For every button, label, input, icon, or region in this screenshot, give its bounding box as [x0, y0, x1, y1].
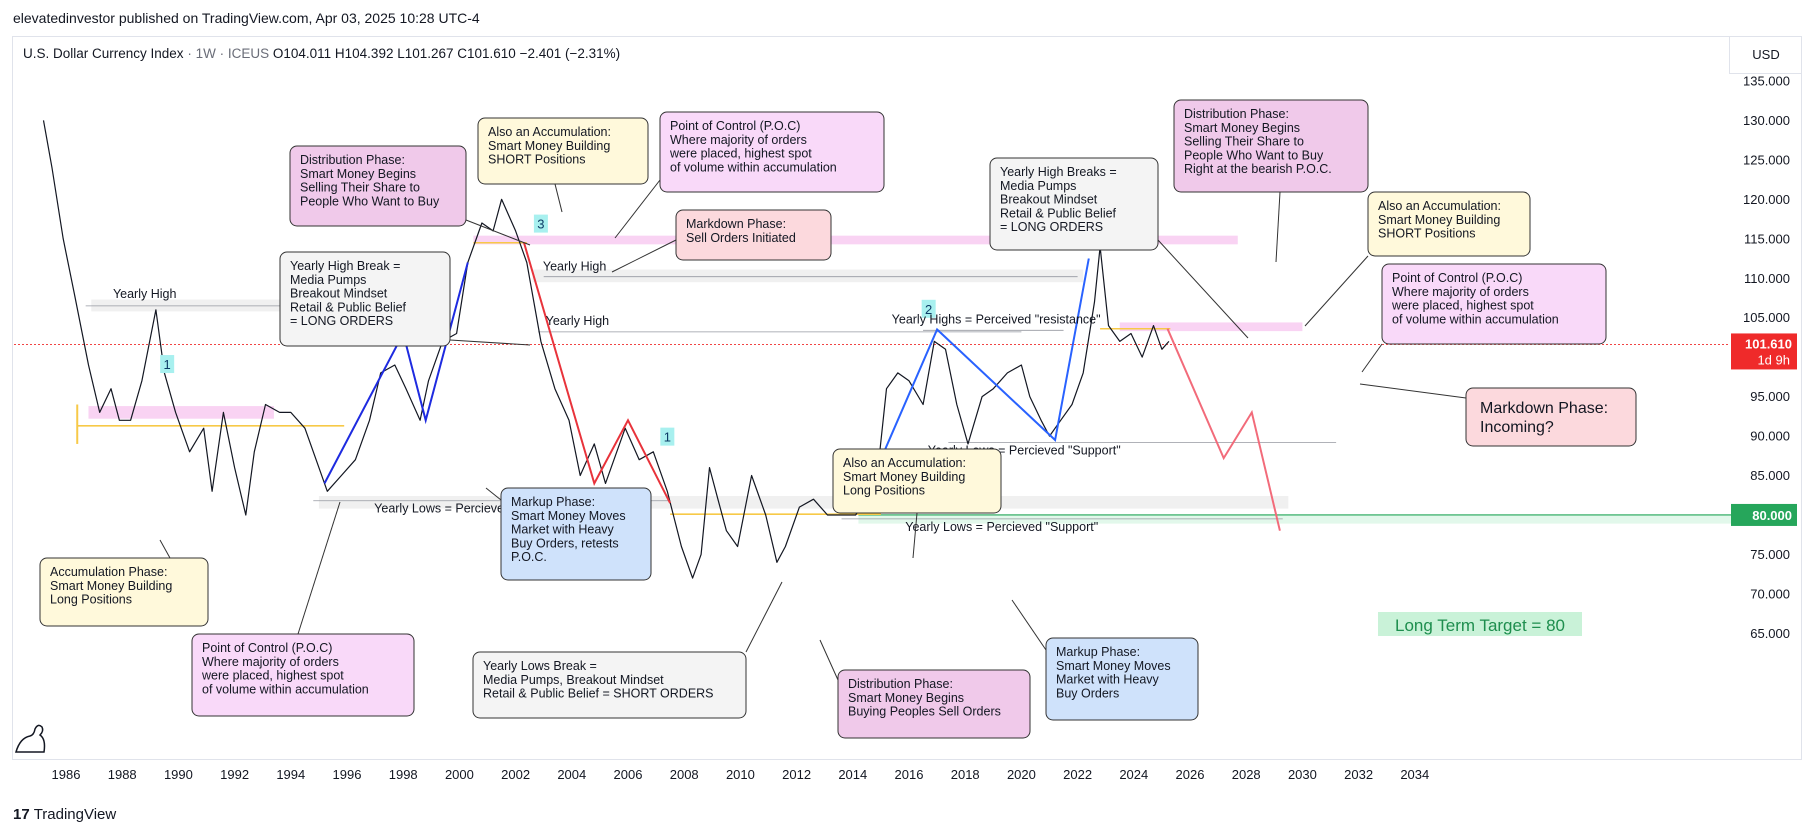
footer-brand[interactable]: 17 TradingView [13, 806, 116, 823]
symbol-interval: · 1W · ICEUS [187, 46, 270, 61]
x-axis-tick-label: 1994 [276, 767, 305, 782]
x-axis-tick-label: 2030 [1288, 767, 1317, 782]
ohlc-values: O104.011 H104.392 L101.267 C101.610 −2.4… [272, 46, 621, 61]
x-axis-tick-label: 2024 [1119, 767, 1148, 782]
x-axis-tick-label: 2026 [1176, 767, 1205, 782]
x-axis-tick-label: 1990 [164, 767, 193, 782]
x-axis-tick-label: 2006 [614, 767, 643, 782]
tradingview-logo-icon: 17 [13, 806, 30, 823]
x-axis-tick-label: 2018 [951, 767, 980, 782]
footer-brand-label: TradingView [33, 806, 117, 823]
published-line: elevatedinvestor published on TradingVie… [13, 10, 480, 26]
x-axis-tick-label: 2008 [670, 767, 699, 782]
currency-button[interactable]: USD [1729, 36, 1802, 74]
x-axis-tick-label: 1986 [52, 767, 81, 782]
symbol-name: U.S. Dollar Currency Index [23, 46, 184, 61]
x-axis-tick-label: 1988 [108, 767, 137, 782]
x-axis-tick-label: 2014 [838, 767, 867, 782]
x-axis-tick-label: 2004 [557, 767, 586, 782]
x-axis-tick-label: 2002 [501, 767, 530, 782]
x-axis-tick-label: 1992 [220, 767, 249, 782]
x-axis-tick-label: 2012 [782, 767, 811, 782]
x-axis-tick-label: 2010 [726, 767, 755, 782]
x-axis-tick-label: 2000 [445, 767, 474, 782]
x-axis-tick-label: 2034 [1400, 767, 1429, 782]
chart-frame [12, 36, 1802, 760]
x-axis-tick-label: 1996 [333, 767, 362, 782]
x-axis-tick-label: 2032 [1344, 767, 1373, 782]
x-axis-tick-label: 2020 [1007, 767, 1036, 782]
x-axis-tick-label: 2016 [895, 767, 924, 782]
x-axis-tick-label: 1998 [389, 767, 418, 782]
symbol-legend[interactable]: U.S. Dollar Currency Index · 1W · ICEUS … [23, 46, 620, 61]
x-axis-tick-label: 2028 [1232, 767, 1261, 782]
x-axis-tick-label: 2022 [1063, 767, 1092, 782]
